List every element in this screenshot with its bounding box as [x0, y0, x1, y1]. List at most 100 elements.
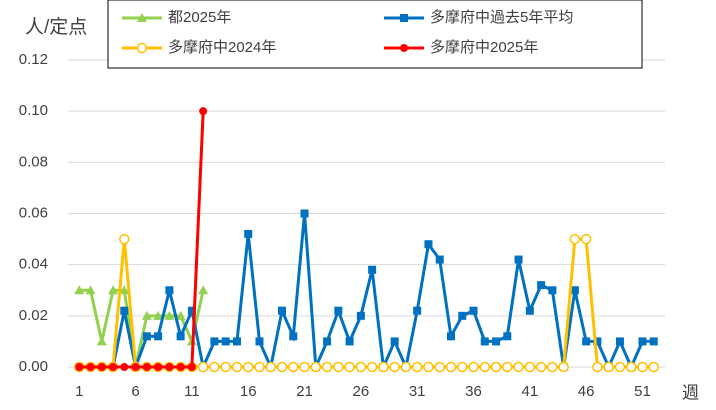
x-tick-label: 21 — [296, 383, 313, 400]
marker — [445, 361, 457, 373]
marker — [603, 361, 614, 373]
marker — [120, 306, 129, 315]
marker — [593, 337, 602, 346]
marker — [242, 361, 254, 373]
marker — [265, 361, 277, 373]
marker — [424, 240, 433, 249]
marker — [231, 361, 243, 373]
series-line — [79, 288, 205, 368]
marker — [390, 337, 399, 346]
marker — [142, 363, 151, 371]
x-axis-label: 週 — [682, 383, 699, 402]
marker — [198, 285, 209, 295]
x-tick-label: 36 — [465, 383, 482, 400]
marker — [165, 363, 174, 371]
marker — [187, 363, 196, 371]
marker — [378, 361, 389, 373]
legend-box — [107, 0, 643, 69]
marker — [548, 286, 557, 295]
marker — [299, 361, 310, 373]
x-tick-label: 26 — [353, 383, 370, 400]
marker — [480, 337, 489, 346]
x-tick-label: 41 — [521, 383, 538, 400]
marker — [535, 361, 547, 373]
legend-label: 多摩府中2025年 — [430, 38, 538, 56]
marker — [153, 310, 164, 320]
marker — [356, 311, 365, 320]
marker — [592, 361, 603, 373]
marker — [154, 363, 163, 371]
marker — [547, 361, 558, 373]
marker — [434, 361, 445, 373]
marker — [514, 255, 523, 264]
y-tick-label: 0.10 — [19, 102, 48, 119]
marker — [423, 361, 434, 373]
marker — [255, 337, 264, 346]
marker — [366, 361, 378, 373]
marker — [400, 44, 408, 52]
marker — [175, 310, 186, 320]
marker — [220, 361, 231, 373]
marker — [469, 306, 478, 315]
marker — [580, 233, 592, 245]
marker — [142, 332, 151, 341]
x-tick-label: 11 — [184, 383, 200, 400]
marker — [232, 337, 241, 346]
marker — [468, 361, 479, 373]
marker — [276, 361, 288, 373]
marker — [333, 361, 344, 373]
marker — [74, 285, 85, 295]
marker — [97, 363, 106, 371]
marker — [278, 306, 287, 315]
marker — [288, 361, 299, 373]
marker — [345, 337, 354, 346]
marker — [400, 14, 408, 22]
marker — [413, 306, 422, 315]
marker — [411, 361, 423, 373]
marker — [176, 332, 185, 341]
marker — [614, 361, 626, 373]
legend-label: 都2025年 — [168, 9, 231, 26]
marker — [310, 361, 322, 373]
marker — [199, 107, 208, 116]
x-tick-label: 51 — [634, 383, 651, 400]
marker — [502, 361, 513, 373]
series-line — [79, 213, 654, 373]
x-tick-label: 1 — [75, 383, 83, 400]
marker — [513, 361, 524, 373]
marker — [187, 306, 196, 315]
marker — [323, 337, 332, 346]
marker — [244, 229, 253, 238]
marker — [355, 361, 367, 373]
marker — [119, 285, 130, 295]
marker — [638, 337, 647, 346]
marker — [569, 233, 581, 245]
marker — [221, 337, 230, 346]
marker — [136, 42, 148, 54]
marker — [131, 363, 140, 371]
marker — [503, 332, 512, 341]
marker — [446, 332, 455, 341]
marker — [108, 285, 119, 295]
marker — [389, 361, 400, 373]
marker — [197, 361, 209, 373]
marker — [289, 332, 298, 341]
marker — [164, 310, 175, 320]
marker — [154, 332, 163, 341]
y-axis-label: 人/定点 — [25, 16, 87, 38]
x-tick-label: 6 — [131, 383, 139, 400]
marker — [525, 306, 534, 315]
marker — [368, 265, 377, 274]
y-tick-label: 0.06 — [19, 204, 48, 221]
marker — [435, 255, 444, 264]
x-tick-label: 16 — [240, 383, 257, 400]
marker — [86, 363, 95, 371]
marker — [119, 233, 130, 245]
y-tick-label: 0.08 — [19, 153, 48, 170]
marker — [570, 286, 579, 295]
marker — [109, 363, 118, 371]
marker — [537, 281, 546, 290]
y-tick-label: 0.04 — [19, 256, 48, 273]
marker — [210, 337, 219, 346]
